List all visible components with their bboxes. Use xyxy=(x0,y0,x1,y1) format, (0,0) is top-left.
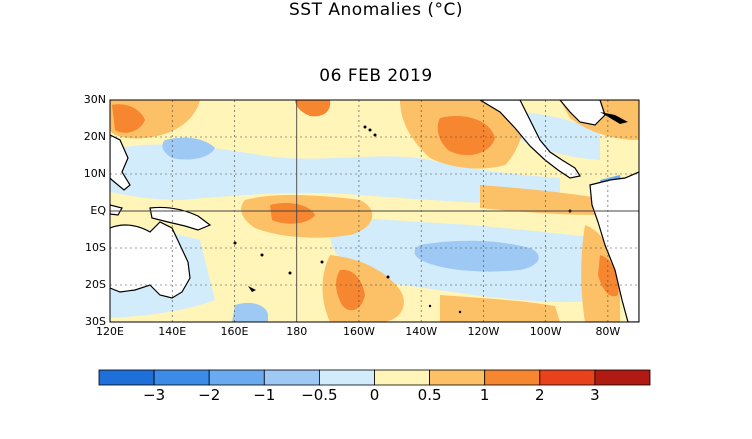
colorbar-label: 0.5 xyxy=(417,386,442,404)
longitude-label: 120W xyxy=(467,325,500,338)
longitude-label: 160E xyxy=(220,325,249,338)
longitude-label: 120E xyxy=(96,325,124,338)
latitude-label: 10S xyxy=(85,241,106,254)
map-date: 06 FEB 2019 xyxy=(319,66,433,86)
longitude-label: 160W xyxy=(343,325,375,338)
longitude-label: 180 xyxy=(286,325,308,338)
latitude-label: 10N xyxy=(83,167,106,180)
colorbar-label: 2 xyxy=(535,386,545,404)
colorbar-label: −1 xyxy=(253,386,276,404)
islands xyxy=(233,112,628,314)
colorbar-label: 3 xyxy=(590,386,600,404)
colorbar-swatch xyxy=(98,369,155,386)
map-frame xyxy=(109,99,640,323)
map-gridlines xyxy=(110,100,639,322)
colorbar-swatch xyxy=(539,369,596,386)
latitude-label: 30S xyxy=(85,315,106,328)
longitude-label: 140W xyxy=(405,325,438,338)
color-scale-bar xyxy=(98,369,651,386)
longitude-label: 100W xyxy=(529,325,562,338)
latitude-label: 20N xyxy=(83,130,106,143)
colorbar-swatch xyxy=(153,369,210,386)
colorbar-label: 0 xyxy=(369,386,380,404)
colorbar-label: −0.5 xyxy=(301,386,338,404)
longitude-label: 80W xyxy=(595,325,621,338)
latitude-label: 30N xyxy=(83,93,106,106)
colorbar-swatch xyxy=(374,369,430,386)
colorbar-swatch xyxy=(484,369,541,386)
colorbar-swatch xyxy=(429,369,486,386)
latitude-label: 20S xyxy=(85,278,106,291)
map-title: SST Anomalies (°C) xyxy=(289,0,463,20)
colorbar-label: −2 xyxy=(198,386,221,404)
colorbar-swatch xyxy=(208,369,265,386)
colorbar-label: 1 xyxy=(479,386,490,404)
colorbar-swatch xyxy=(263,369,320,386)
colorbar-swatch xyxy=(594,369,651,386)
longitude-label: 140E xyxy=(158,325,187,338)
latitude-label: EQ xyxy=(90,204,106,217)
colorbar-label: −3 xyxy=(143,386,166,404)
colorbar-swatch xyxy=(318,369,375,386)
land xyxy=(110,100,639,322)
